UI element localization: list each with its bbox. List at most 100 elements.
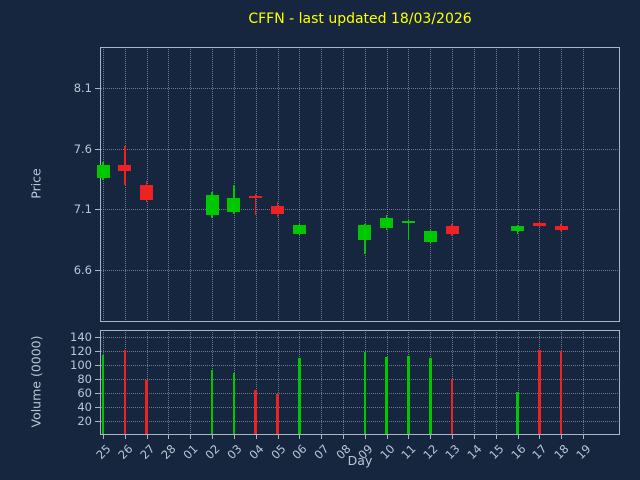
volume-bar [516, 391, 519, 434]
gridline-x [452, 47, 454, 322]
gridline-x [168, 330, 170, 435]
gridline-x [539, 47, 541, 322]
gridline-x [190, 330, 192, 435]
volume-tick-label: 20 [77, 414, 92, 428]
volume-tick-mark [95, 351, 100, 352]
x-tick-mark [343, 435, 344, 439]
volume-bar [450, 379, 454, 434]
price-axis-label: Price [28, 168, 44, 199]
x-tick-mark [495, 435, 497, 439]
candle-body [380, 217, 394, 228]
gridline-x [343, 47, 344, 322]
x-tick-mark [168, 435, 170, 439]
price-tick-label: 7.6 [73, 141, 92, 156]
price-tick-label: 6.6 [73, 262, 92, 277]
x-tick-mark [103, 435, 104, 439]
volume-bar [298, 358, 301, 434]
volume-tick-label: 80 [77, 372, 92, 386]
x-tick-mark [386, 435, 388, 439]
gridline-x [299, 47, 301, 322]
candle-body [205, 194, 219, 216]
x-tick-mark [539, 435, 541, 439]
gridline-x [255, 330, 257, 435]
x-tick-mark [255, 435, 257, 439]
volume-tick-mark [95, 407, 100, 408]
gridline-volume [100, 407, 620, 408]
volume-tick-label: 140 [70, 330, 92, 344]
gridline-volume [100, 379, 620, 380]
gridline-x [277, 47, 279, 322]
volume-tick-mark [95, 393, 100, 394]
candle-body [96, 164, 110, 178]
volume-bar [559, 351, 563, 434]
gridline-x [233, 47, 235, 322]
gridline-x [583, 47, 584, 322]
x-tick-mark [452, 435, 454, 439]
candle-body [271, 205, 285, 215]
gridline-x [473, 330, 475, 435]
candle-body [554, 226, 568, 230]
volume-tick-mark [95, 337, 100, 338]
price-tick-label: 8.1 [73, 81, 92, 96]
volume-tick-mark [95, 365, 100, 366]
gridline-x [277, 330, 279, 435]
x-tick-mark [561, 435, 563, 439]
x-tick-mark [233, 435, 235, 439]
volume-tick-mark [95, 379, 100, 380]
candle-body [140, 185, 154, 200]
x-tick-mark [146, 435, 148, 439]
gridline-x [473, 47, 475, 322]
volume-bar [363, 352, 367, 434]
x-tick-mark [299, 435, 301, 439]
gridline-x [495, 47, 497, 322]
volume-tick-mark [95, 421, 100, 422]
gridline-x [212, 47, 214, 322]
price-tick-mark [95, 269, 100, 271]
gridline-volume [100, 393, 620, 394]
gridline-volume [100, 351, 620, 352]
gridline-x [386, 47, 388, 322]
gridline-price [100, 269, 620, 271]
candle-body [423, 231, 437, 243]
x-tick-mark [124, 435, 126, 439]
gridline-x [561, 47, 563, 322]
x-tick-mark [408, 435, 410, 439]
volume-bar [429, 358, 432, 434]
x-tick-mark [430, 435, 432, 439]
volume-tick-label: 40 [77, 400, 92, 414]
price-tick-mark [95, 148, 100, 150]
volume-bar [145, 380, 148, 434]
volume-bar [210, 369, 214, 434]
candle-wick [407, 219, 410, 240]
candle-body [227, 198, 241, 212]
gridline-x [430, 47, 432, 322]
volume-bar [123, 349, 127, 434]
candle-body [445, 226, 459, 234]
x-tick-mark [277, 435, 279, 439]
price-tick-label: 7.1 [73, 202, 92, 217]
gridline-x [408, 47, 410, 322]
gridline-x [517, 47, 519, 322]
x-tick-mark [473, 435, 475, 439]
volume-bar [276, 394, 279, 434]
volume-panel [100, 330, 620, 435]
candle-body [292, 225, 306, 234]
gridline-x [364, 47, 366, 322]
x-tick-mark [321, 435, 323, 439]
gridline-x [168, 47, 170, 322]
candle-wick [255, 193, 257, 216]
gridline-x [583, 330, 584, 435]
gridline-x [190, 47, 192, 322]
gridline-x [321, 47, 323, 322]
volume-bar [407, 355, 410, 434]
gridline-volume [100, 421, 620, 422]
volume-tick-label: 100 [70, 358, 92, 372]
x-axis-label: Day [347, 453, 373, 468]
x-tick-mark [583, 435, 584, 439]
gridline-price [100, 209, 620, 211]
gridline-price [100, 148, 620, 150]
gridline-x [517, 330, 519, 435]
candle-body [401, 221, 415, 224]
volume-bar [232, 373, 236, 434]
